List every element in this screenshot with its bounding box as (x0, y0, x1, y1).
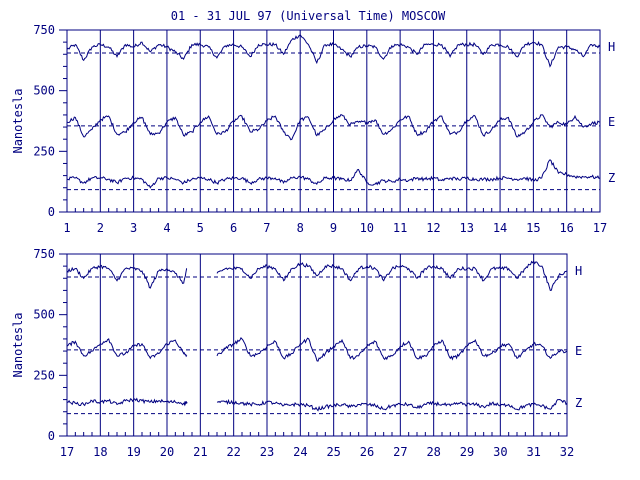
x-tick-label-9: 9 (330, 221, 337, 235)
x-tick-label-4: 4 (163, 221, 170, 235)
x-tick-label-25: 25 (326, 445, 340, 459)
x-tick-label-16: 16 (559, 221, 573, 235)
x-tick-label-17: 17 (60, 445, 74, 459)
y-tick-label-750: 750 (33, 247, 55, 261)
series-line-H (66, 260, 568, 291)
series-line-E (66, 114, 601, 141)
x-tick-label-15: 15 (526, 221, 540, 235)
series-label-H: H (608, 40, 615, 54)
panel-bottom: 17 18 19 20 21 22 23 24 25 26 27 28 29 30 31 32 0 250 500 7… (11, 247, 582, 459)
series-line-E (66, 337, 568, 362)
x-tick-label-2: 2 (97, 221, 104, 235)
x-tick-label-22: 22 (226, 445, 240, 459)
series-label-E: E (575, 344, 582, 358)
x-tick-label-24: 24 (293, 445, 307, 459)
x-tick-label-11: 11 (393, 221, 407, 235)
x-tick-label-13: 13 (460, 221, 474, 235)
series-line-Z (66, 397, 568, 412)
x-tick-label-27: 27 (393, 445, 407, 459)
y-tick-label-0: 0 (48, 205, 55, 219)
y-tick-label-500: 500 (33, 84, 55, 98)
series-label-H: H (575, 264, 582, 278)
x-tick-label-21: 21 (193, 445, 207, 459)
x-tick-label-12: 12 (426, 221, 440, 235)
chart-title: 01 - 31 JUL 97 (Universal Time) MOSCOW (171, 9, 446, 23)
series-line-Z (66, 159, 601, 189)
series-label-Z: Z (575, 396, 582, 410)
series-label-Z: Z (608, 171, 615, 185)
x-tick-label-17: 17 (593, 221, 607, 235)
x-tick-label-28: 28 (426, 445, 440, 459)
panel-top: 1 2 3 4 5 6 7 8 9 10 11 12 13 14 15 16 170250500750Nanot… (11, 23, 615, 235)
y-tick-label-250: 250 (33, 144, 55, 158)
x-tick-label-23: 23 (260, 445, 274, 459)
x-tick-label-20: 20 (160, 445, 174, 459)
x-tick-label-32: 32 (560, 445, 574, 459)
y-tick-label-250: 250 (33, 368, 55, 382)
x-tick-label-6: 6 (230, 221, 237, 235)
x-tick-label-19: 19 (126, 445, 140, 459)
x-tick-label-5: 5 (197, 221, 204, 235)
x-tick-label-3: 3 (130, 221, 137, 235)
x-tick-label-30: 30 (493, 445, 507, 459)
x-tick-label-10: 10 (360, 221, 374, 235)
y-axis-label: Nanotesla (11, 88, 25, 153)
y-axis-label: Nanotesla (11, 312, 25, 377)
y-tick-label-500: 500 (33, 308, 55, 322)
series-line-H (66, 34, 601, 68)
x-tick-label-31: 31 (526, 445, 540, 459)
x-tick-label-29: 29 (460, 445, 474, 459)
series-label-E: E (608, 115, 615, 129)
x-tick-label-1: 1 (63, 221, 70, 235)
x-tick-label-14: 14 (493, 221, 507, 235)
y-tick-label-0: 0 (48, 429, 55, 443)
x-tick-label-18: 18 (93, 445, 107, 459)
x-tick-label-26: 26 (360, 445, 374, 459)
x-tick-label-8: 8 (297, 221, 304, 235)
y-tick-label-750: 750 (33, 23, 55, 37)
x-tick-label-7: 7 (263, 221, 270, 235)
